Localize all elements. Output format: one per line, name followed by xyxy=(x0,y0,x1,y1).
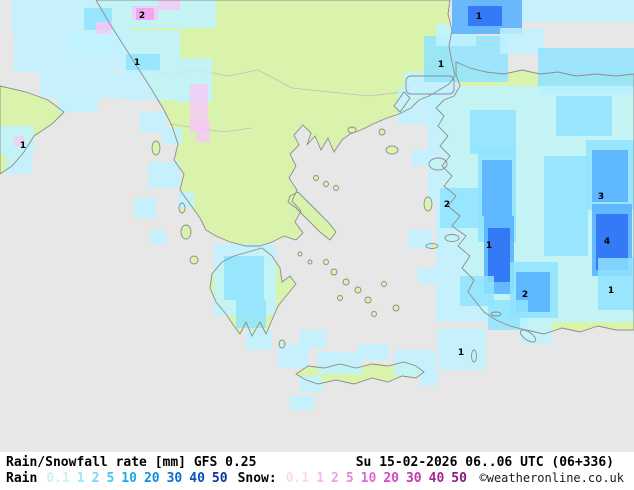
precip-cell xyxy=(598,258,634,310)
precip-cell xyxy=(468,6,502,26)
precip-cell xyxy=(412,150,432,166)
precip-cell xyxy=(290,396,314,410)
scale-value: 10 xyxy=(360,471,377,486)
precip-cell xyxy=(126,54,160,72)
scale-value: 10 xyxy=(121,471,137,486)
precip-cell xyxy=(300,330,326,348)
scale-value: 1 xyxy=(76,471,85,486)
precip-cell xyxy=(136,8,154,20)
scale-value: 40 xyxy=(428,471,445,486)
map-value-label: 1 xyxy=(438,60,444,70)
precip-cell xyxy=(40,72,124,98)
map-value-label: 2 xyxy=(139,11,145,21)
map-value-label: 4 xyxy=(604,237,610,247)
scale-value: 1 xyxy=(316,471,325,486)
precip-cell xyxy=(318,352,362,374)
precip-cell xyxy=(358,344,388,360)
scale-value: 50 xyxy=(451,471,467,486)
precip-cell xyxy=(6,152,32,174)
scale-value: 2 xyxy=(331,471,339,486)
scale-value: 20 xyxy=(143,471,160,486)
scale-value: 5 xyxy=(345,471,354,486)
map-value-label: 1 xyxy=(486,241,492,251)
precip-cell xyxy=(150,230,166,244)
precip-cell xyxy=(556,96,612,136)
map-value-label: 1 xyxy=(20,141,26,151)
precip-cell xyxy=(140,112,166,132)
map-value-label: 1 xyxy=(134,58,140,68)
product-title: Rain/Snowfall rate [mm] GFS 0.25 xyxy=(6,455,257,470)
precip-cell xyxy=(58,96,98,112)
precip-cell xyxy=(408,230,432,248)
precipitation-map: 2 1 1 1 1 2 1 3 4 2 1 1 xyxy=(0,0,634,452)
scale-value: 30 xyxy=(166,471,183,486)
precip-cell xyxy=(162,128,182,144)
precip-cell xyxy=(418,268,438,284)
precip-cell xyxy=(544,156,588,256)
precip-cell xyxy=(246,330,272,350)
rain-scale: 0.1 1 2 5 10 20 30 40 50 xyxy=(46,471,227,486)
map-value-label: 1 xyxy=(476,12,482,22)
scale-value: 5 xyxy=(106,471,115,486)
precip-cell xyxy=(420,372,438,386)
precip-cell xyxy=(12,0,68,34)
precip-cell xyxy=(158,0,180,10)
precip-cell xyxy=(196,120,210,142)
scale-value: 2 xyxy=(91,471,100,486)
precip-cell xyxy=(14,136,24,146)
precip-cell xyxy=(440,188,484,228)
scale-value: 50 xyxy=(211,471,228,486)
precip-cell xyxy=(148,162,180,188)
precip-cell xyxy=(592,150,628,202)
precip-cell xyxy=(224,256,264,300)
map-value-label: 1 xyxy=(608,286,614,296)
legend-title-row: Rain/Snowfall rate [mm] GFS 0.25 Su 15-0… xyxy=(0,455,634,470)
map-labels-layer: 2 1 1 1 1 2 1 3 4 2 1 1 xyxy=(20,11,614,358)
legend-bar: Rain/Snowfall rate [mm] GFS 0.25 Su 15-0… xyxy=(0,452,634,490)
precip-cell xyxy=(236,300,266,328)
precip-cell xyxy=(124,70,176,100)
precip-cell xyxy=(482,160,512,216)
map-value-label: 2 xyxy=(522,290,528,300)
scale-value: 0.1 xyxy=(46,471,70,486)
valid-time: Su 15-02-2026 06..06 UTC (06+336) xyxy=(355,455,614,470)
map-value-label: 1 xyxy=(458,348,464,358)
map-value-label: 3 xyxy=(598,192,604,202)
precip-cell xyxy=(96,22,112,34)
precip-cell xyxy=(522,0,634,22)
scale-value: 0.1 xyxy=(285,471,310,486)
scale-value: 40 xyxy=(189,471,205,486)
scale-value: 30 xyxy=(405,471,422,486)
precip-cell xyxy=(14,34,110,72)
rain-label: Rain xyxy=(6,471,38,486)
precip-cell xyxy=(134,198,156,218)
precip-cell xyxy=(500,28,544,54)
legend-scale-row: Rain 0.1 1 2 5 10 20 30 40 50 Snow: 0.1 1 2 5 10 20 30… xyxy=(0,471,634,486)
scale-value: 20 xyxy=(383,471,399,486)
precip-cell xyxy=(470,110,516,154)
precipitation-layer xyxy=(0,0,634,410)
precip-cell xyxy=(438,328,486,370)
snow-label: Snow: xyxy=(237,471,277,486)
snow-scale: 0.1 1 2 5 10 20 30 40 50 xyxy=(286,471,467,486)
precip-cell xyxy=(488,228,510,282)
map-value-label: 2 xyxy=(444,200,450,210)
copyright: ©weatheronline.co.uk xyxy=(479,471,625,485)
